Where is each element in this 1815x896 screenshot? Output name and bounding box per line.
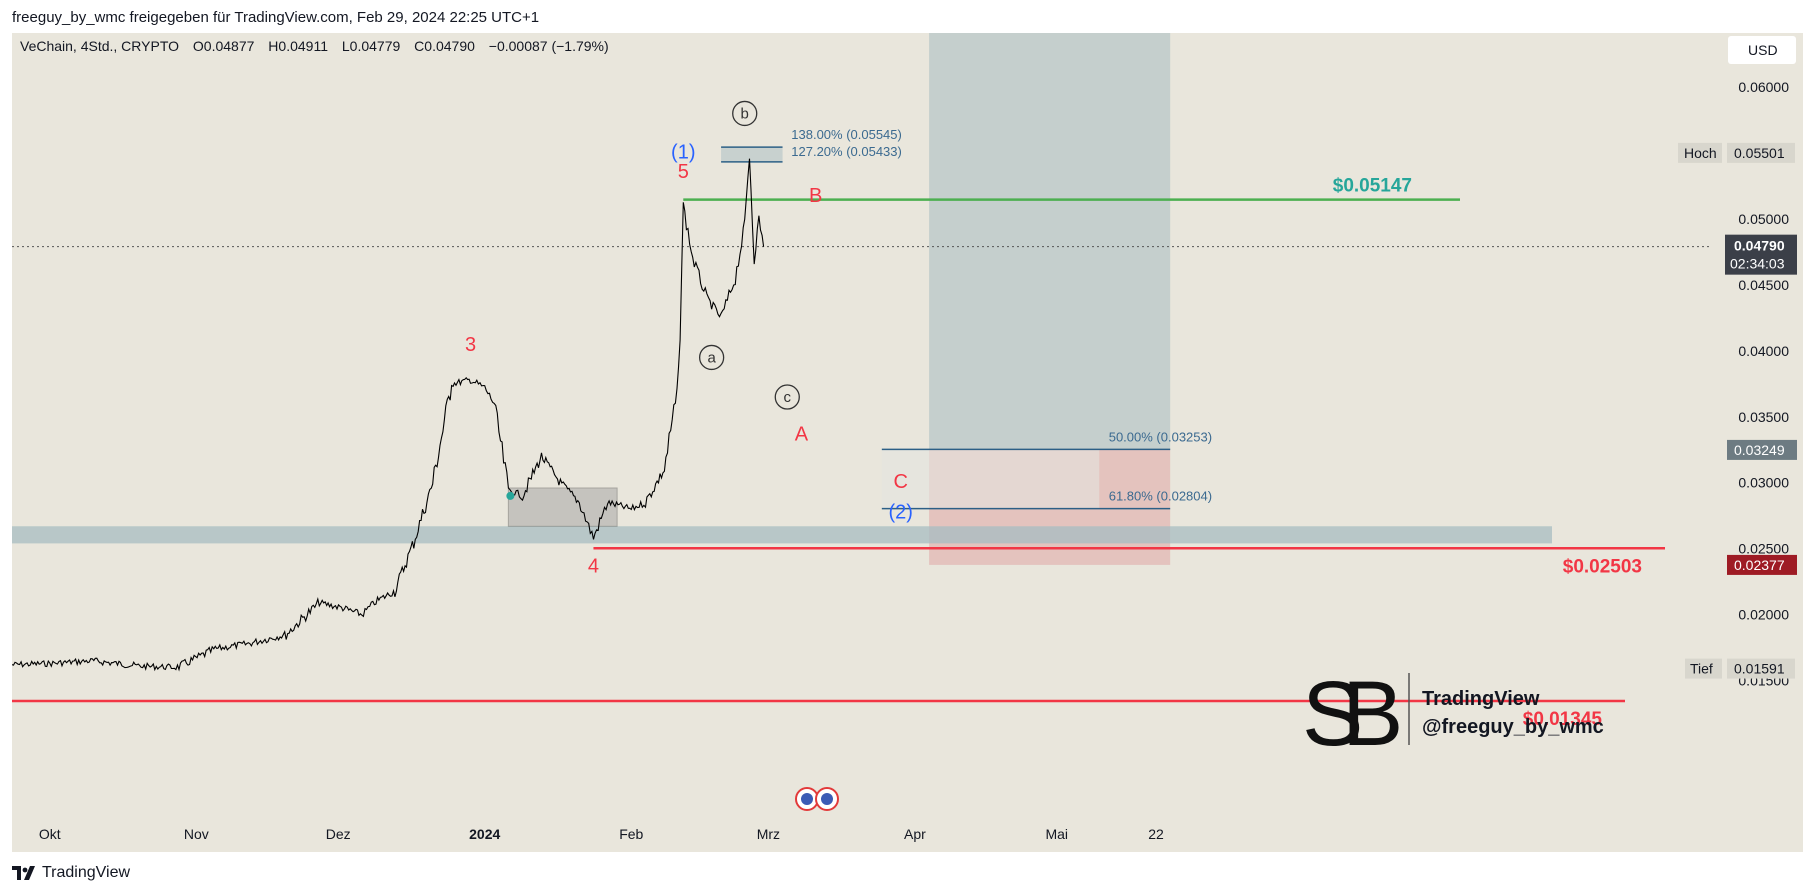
us-flag-icon-inner: [801, 793, 813, 805]
us-flag-icon-2-inner: [821, 793, 833, 805]
consolidation-box: [507, 487, 618, 527]
ohlc-high: H0.04911: [268, 38, 328, 54]
watermark-handle: @freeguy_by_wmc: [1422, 716, 1604, 738]
low-value: 0.01591: [1734, 661, 1785, 677]
y-tick-label: 0.04500: [1738, 277, 1789, 293]
wave-label: 5: [678, 161, 689, 183]
x-tick-label: Feb: [619, 826, 643, 842]
wave-label: B: [809, 185, 822, 207]
fib-label: 138.00% (0.05545): [791, 127, 902, 142]
x-tick-label: Nov: [184, 826, 209, 842]
y-tick-label: 0.05000: [1738, 211, 1789, 227]
y-tick-label: 0.03500: [1738, 409, 1789, 425]
wave-circle-label: c: [784, 389, 792, 406]
high-value: 0.05501: [1734, 145, 1785, 161]
sb-logo-s: S: [1302, 663, 1363, 765]
wave-label: A: [795, 424, 809, 446]
support-band: [12, 526, 1552, 544]
symbol-info: VeChain, 4Std., CRYPTO: [20, 38, 179, 54]
x-tick-label: Dez: [326, 826, 351, 842]
price-marker: [506, 491, 515, 500]
wave-label: C: [894, 471, 908, 493]
watermark-brand: TradingView: [1422, 688, 1540, 710]
chart-attribution: freeguy_by_wmc freigegeben für TradingVi…: [12, 9, 540, 26]
y-tick-label: 0.02500: [1738, 541, 1789, 557]
footer-brand: TradingView: [42, 864, 131, 881]
x-axis[interactable]: Okt Nov Dez 2024 Feb Mrz Apr Mai 22: [39, 826, 1164, 842]
candle-countdown: 02:34:03: [1730, 256, 1785, 272]
low-value-box: [1727, 658, 1795, 679]
fib-top-box: [721, 147, 783, 162]
high-label: Hoch: [1684, 145, 1717, 161]
low-label: Tief: [1690, 661, 1713, 677]
x-tick-label: Apr: [904, 826, 926, 842]
fib-levels: 138.00% (0.05545) 127.20% (0.05433) 50.00%…: [721, 127, 1212, 510]
wave-circle-label: b: [741, 105, 749, 122]
x-tick-label: 22: [1148, 826, 1164, 842]
price-level-label: $0.05147: [1333, 176, 1412, 197]
wave-label: 4: [588, 555, 599, 577]
current-price-value: 0.04790: [1734, 238, 1785, 254]
tradingview-footer[interactable]: TradingView: [12, 864, 130, 882]
wave-circle: [774, 384, 800, 410]
wave-labels: 3 4 5(1) B A C (2) b a c: [465, 100, 913, 577]
price-tags: Hoch 0.05501 0.04790 02:34:03 0.03249 0.…: [1678, 142, 1797, 679]
sb-logo: S B: [1302, 663, 1410, 765]
wave-circle-label: a: [707, 349, 716, 366]
ohlc-low: L0.04779: [342, 38, 401, 54]
price-chart[interactable]: $0.05147 $0.02503 $0.01345 138.00% (0.0554…: [11, 33, 1803, 852]
event-flag-icons[interactable]: [795, 787, 839, 811]
wave-label: (2): [889, 501, 913, 523]
fib-label: 61.80% (0.02804): [1109, 489, 1212, 504]
fib-label: 50.00% (0.03253): [1109, 429, 1212, 444]
x-tick-label: 2024: [469, 826, 500, 842]
x-tick-label: Mai: [1045, 826, 1068, 842]
currency-label: USD: [1748, 42, 1778, 58]
horizontal-levels: $0.05147 $0.02503 $0.01345: [12, 176, 1665, 730]
high-value-box: [1727, 142, 1795, 163]
fib-bottom-box: [881, 449, 1100, 509]
wave-label: (1): [671, 141, 695, 163]
low-label-box: [1685, 658, 1722, 679]
x-tick-label: Okt: [39, 826, 61, 842]
y-tick-label: 0.06000: [1738, 79, 1789, 95]
y-tick-label: 0.04000: [1738, 343, 1789, 359]
ohlc-change: −0.00087 (−1.79%): [489, 38, 609, 54]
price-series: [11, 158, 765, 672]
stop-price-tag: [1727, 554, 1797, 575]
price-line: [11, 158, 765, 672]
svg-text:VeChain, 4Std., CRYPTO O: VeChain, 4Std., CRYPTO O0.04877 H0.04911…: [20, 38, 609, 54]
x-tick-label: Mrz: [757, 826, 780, 842]
price-level-label: $0.01345: [1523, 709, 1603, 730]
price-level-label: $0.02503: [1563, 556, 1642, 577]
currency-button[interactable]: [1728, 36, 1796, 64]
stop-price-value: 0.02377: [1734, 557, 1785, 573]
ohlc-open: O0.04877: [193, 38, 255, 54]
chart-area[interactable]: $0.05147 $0.02503 $0.01345 138.00% (0.0554…: [11, 33, 1803, 852]
tradingview-logo-icon: [12, 866, 35, 880]
wave-circle: [732, 100, 758, 127]
fib-label: 127.20% (0.05433): [791, 144, 902, 159]
sb-logo-b: B: [1342, 663, 1403, 765]
entry-price-tag: [1727, 439, 1797, 460]
target-zone: [929, 33, 1171, 450]
current-price-tag: [1725, 234, 1797, 275]
ohlc-close: C0.04790: [414, 38, 475, 54]
high-label-box: [1678, 142, 1722, 163]
y-axis[interactable]: 0.06000 0.05000 0.04500 0.04000 0.03500 0.030…: [1738, 79, 1789, 689]
entry-price-value: 0.03249: [1734, 442, 1785, 458]
y-tick-label: 0.03000: [1738, 475, 1789, 491]
y-tick-label: 0.02000: [1738, 607, 1789, 623]
wave-label: 3: [465, 334, 476, 356]
wave-circle: [698, 344, 725, 371]
